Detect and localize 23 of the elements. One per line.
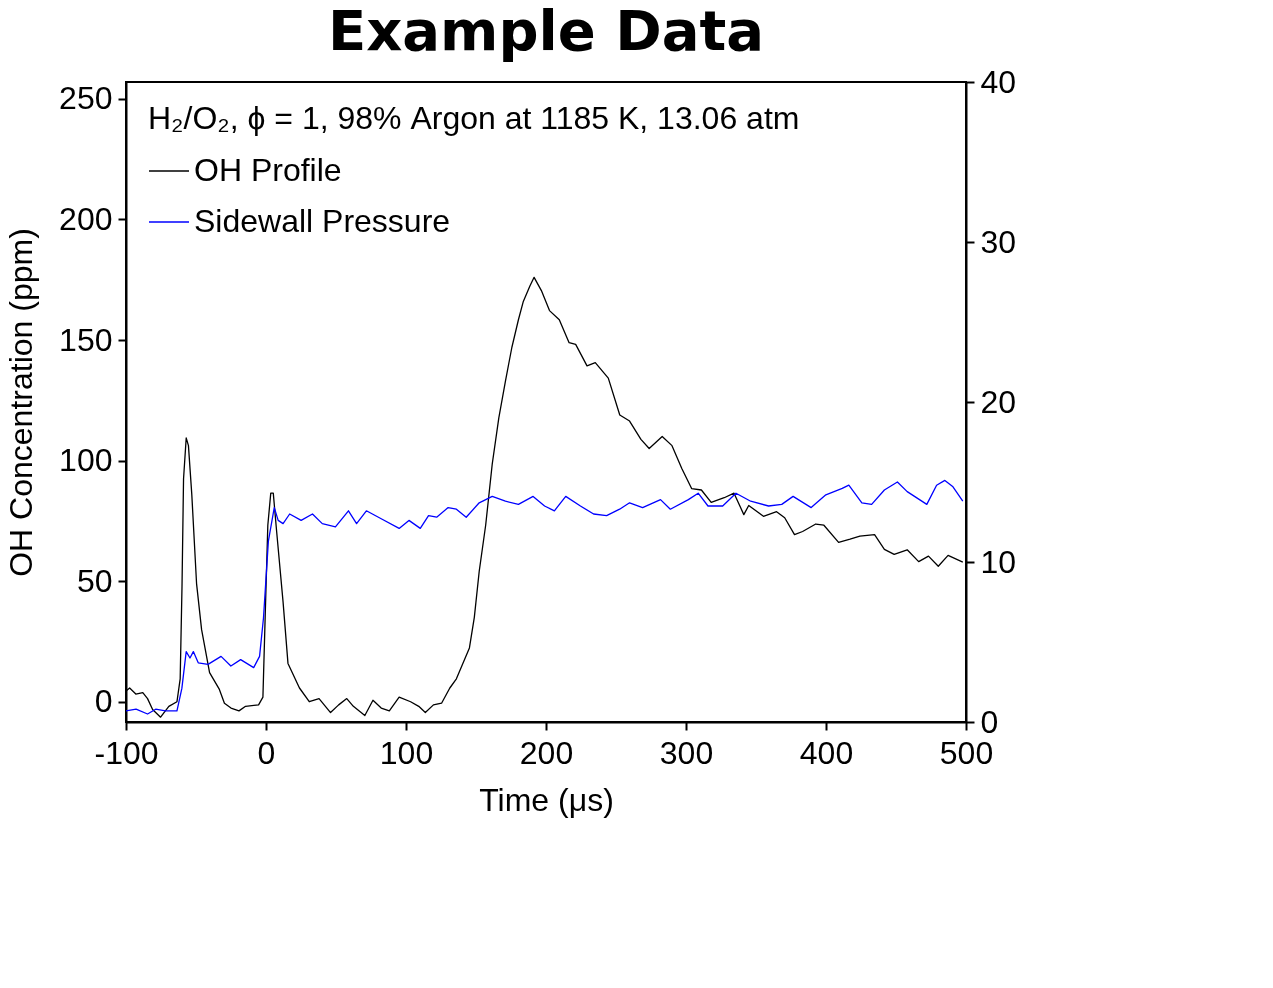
chart-title: Example Data <box>327 0 765 63</box>
y2-tick-label: 10 <box>980 543 1017 580</box>
y-tick-label: 50 <box>76 562 113 599</box>
y2-tick-label: 30 <box>980 223 1017 260</box>
y-tick-label: 100 <box>59 442 113 479</box>
x-tick-label: 0 <box>257 734 276 771</box>
y2-tick-label: 20 <box>980 383 1017 420</box>
x-tick-label: -100 <box>94 734 159 771</box>
legend-label: Sidewall Pressure <box>194 203 451 239</box>
y-axis-title: OH Concentration (ppm) <box>3 228 40 577</box>
x-axis-title: Time (μs) <box>479 781 614 818</box>
y-tick-label: 250 <box>59 80 113 117</box>
legend-label: OH Profile <box>194 152 342 188</box>
x-tick-label: 400 <box>799 734 854 771</box>
x-tick-label: 300 <box>659 734 714 771</box>
y-tick-label: 150 <box>59 321 113 358</box>
y2-tick-label: 40 <box>980 63 1017 100</box>
line-series <box>125 479 964 715</box>
legend-title: H₂/O₂, ϕ = 1, 98% Argon at 1185 K, 13.06 atm <box>148 100 800 136</box>
x-tick-label: 200 <box>519 734 574 771</box>
x-tick-label: 100 <box>379 734 434 771</box>
y-tick-label: 200 <box>59 200 113 237</box>
y-tick-label: 0 <box>94 683 113 720</box>
